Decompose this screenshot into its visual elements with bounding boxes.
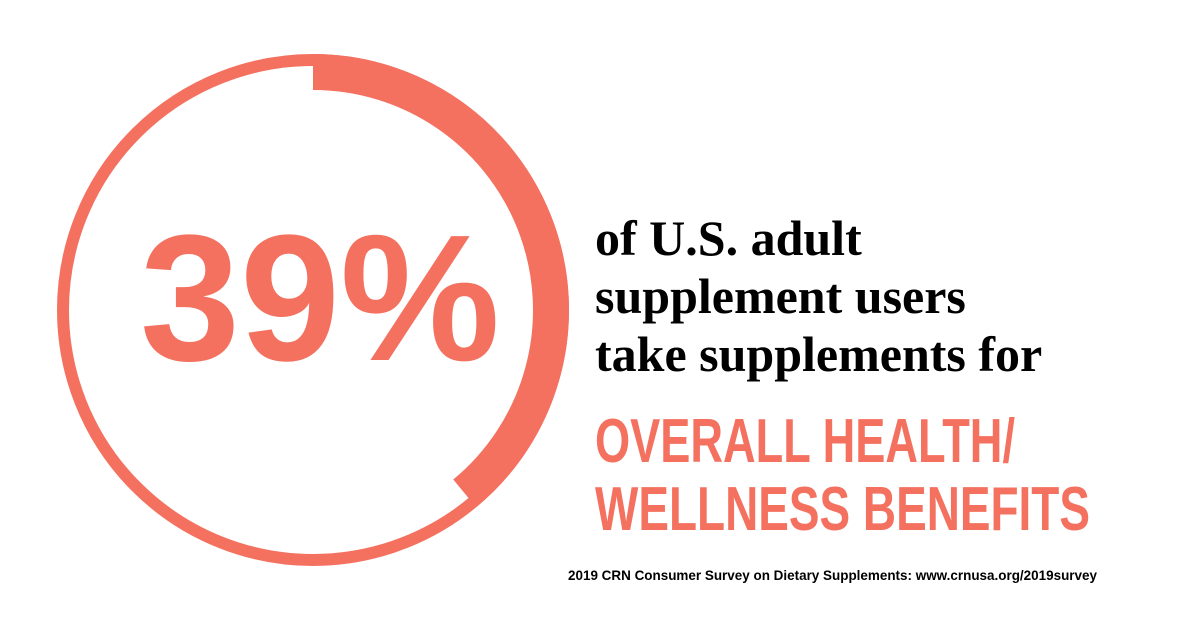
statement-line: supplement users — [595, 268, 966, 324]
value-label: 39% — [140, 198, 500, 399]
highlight-line: OVERALL HEALTH/ — [595, 407, 1015, 476]
statement-line: of U.S. adult — [595, 210, 862, 266]
source-note: 2019 CRN Consumer Survey on Dietary Supp… — [568, 567, 1097, 583]
statement-line: take supplements for — [595, 326, 1042, 382]
ring-progress — [312, 54, 569, 508]
highlight-line: WELLNESS BENEFITS — [595, 475, 1090, 544]
